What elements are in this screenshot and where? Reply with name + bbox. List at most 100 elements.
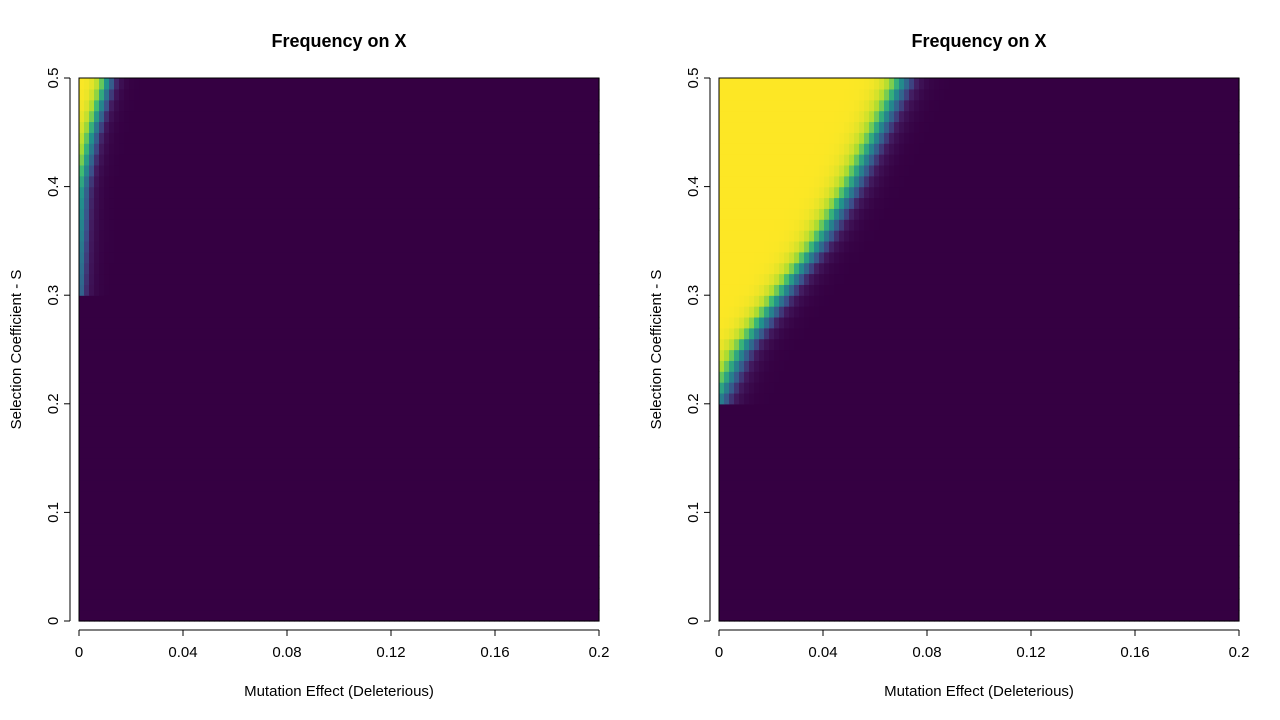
heatmap-cell	[204, 208, 210, 220]
heatmap-cell	[184, 414, 190, 427]
heatmap-cell	[174, 306, 180, 318]
heatmap-cell	[79, 577, 85, 590]
heatmap-cell	[324, 132, 330, 144]
heatmap-cell	[139, 230, 145, 242]
heatmap-cell	[199, 99, 205, 112]
heatmap-cell	[459, 262, 465, 275]
heatmap-cell	[159, 360, 165, 372]
heatmap-cell	[99, 468, 105, 481]
heatmap-cell	[179, 99, 185, 112]
heatmap-cell	[244, 327, 250, 340]
heatmap-cell	[534, 468, 540, 481]
heatmap-cell	[99, 349, 105, 361]
heatmap-cell	[304, 403, 310, 416]
heatmap-cell	[554, 110, 560, 123]
heatmap-cell	[424, 121, 430, 133]
heatmap-cell	[539, 164, 545, 177]
heatmap-cell	[424, 512, 430, 524]
heatmap-cell	[349, 479, 355, 492]
heatmap-cell	[574, 371, 580, 383]
heatmap-cell	[134, 555, 140, 568]
heatmap-cell	[469, 512, 475, 524]
heatmap-cell	[234, 240, 240, 253]
heatmap-cell	[89, 436, 95, 448]
heatmap-cell	[289, 349, 295, 361]
heatmap-cell	[539, 251, 545, 264]
heatmap-cell	[99, 164, 105, 177]
heatmap-cell	[114, 143, 120, 155]
heatmap-cell	[214, 284, 220, 296]
heatmap-cell	[434, 219, 440, 231]
heatmap-cell	[444, 501, 450, 513]
heatmap-cell	[434, 382, 440, 394]
heatmap-cell	[119, 544, 125, 557]
heatmap-cell	[399, 327, 405, 340]
heatmap-cell	[589, 544, 595, 557]
heatmap-cell	[364, 197, 370, 209]
heatmap-cell	[224, 382, 230, 394]
heatmap-cell	[414, 306, 420, 318]
heatmap-cell	[134, 447, 140, 459]
heatmap-cell	[139, 371, 145, 383]
heatmap-cell	[434, 468, 440, 481]
heatmap-cell	[79, 99, 85, 112]
heatmap-cell	[449, 360, 455, 372]
heatmap-cell	[244, 132, 250, 144]
heatmap-cell	[424, 610, 430, 622]
heatmap-cell	[454, 262, 460, 275]
heatmap-cell	[339, 262, 345, 275]
heatmap-cell	[279, 566, 285, 579]
heatmap-cell	[119, 523, 125, 535]
heatmap-cell	[244, 479, 250, 492]
heatmap-cell	[589, 523, 595, 535]
heatmap-cell	[559, 99, 565, 112]
heatmap-cell	[129, 458, 135, 470]
heatmap-cell	[544, 164, 550, 177]
heatmap-cell	[234, 197, 240, 209]
heatmap-cell	[514, 447, 520, 459]
heatmap-cell	[209, 436, 215, 448]
heatmap-cell	[564, 121, 570, 133]
heatmap-cell	[294, 230, 300, 242]
heatmap-cell	[439, 599, 445, 611]
heatmap-cell	[224, 251, 230, 264]
heatmap-cell	[539, 512, 545, 524]
heatmap-cell	[189, 327, 195, 340]
heatmap-cell	[219, 219, 225, 231]
heatmap-cell	[354, 273, 360, 285]
heatmap-cell	[279, 132, 285, 144]
heatmap-cell	[494, 360, 500, 372]
heatmap-cell	[549, 143, 555, 155]
heatmap-cell	[414, 284, 420, 296]
heatmap-cell	[499, 219, 505, 231]
heatmap-cell	[169, 284, 175, 296]
heatmap-cell	[244, 382, 250, 394]
heatmap-cell	[404, 458, 410, 470]
heatmap-cell	[519, 610, 525, 622]
heatmap-cell	[99, 403, 105, 416]
heatmap-cell	[234, 316, 240, 329]
heatmap-cell	[324, 99, 330, 112]
heatmap-cell	[289, 588, 295, 600]
heatmap-cell	[434, 121, 440, 133]
heatmap-cell	[224, 132, 230, 144]
heatmap-cell	[399, 230, 405, 242]
heatmap-cell	[579, 403, 585, 416]
heatmap-cell	[494, 458, 500, 470]
heatmap-cell	[454, 154, 460, 166]
heatmap-cell	[134, 479, 140, 492]
heatmap-cell	[424, 197, 430, 209]
heatmap-cell	[594, 436, 600, 448]
heatmap-cell	[249, 599, 255, 611]
heatmap-cell	[199, 501, 205, 513]
heatmap-cell	[184, 371, 190, 383]
heatmap-cell	[389, 306, 395, 318]
heatmap-cell	[524, 523, 530, 535]
heatmap-cell	[89, 251, 95, 264]
heatmap-cell	[449, 262, 455, 275]
heatmap-cell	[414, 490, 420, 503]
heatmap-cell	[124, 512, 130, 524]
heatmap-cell	[439, 338, 445, 351]
heatmap-cell	[184, 436, 190, 448]
heatmap-cell	[509, 534, 515, 546]
